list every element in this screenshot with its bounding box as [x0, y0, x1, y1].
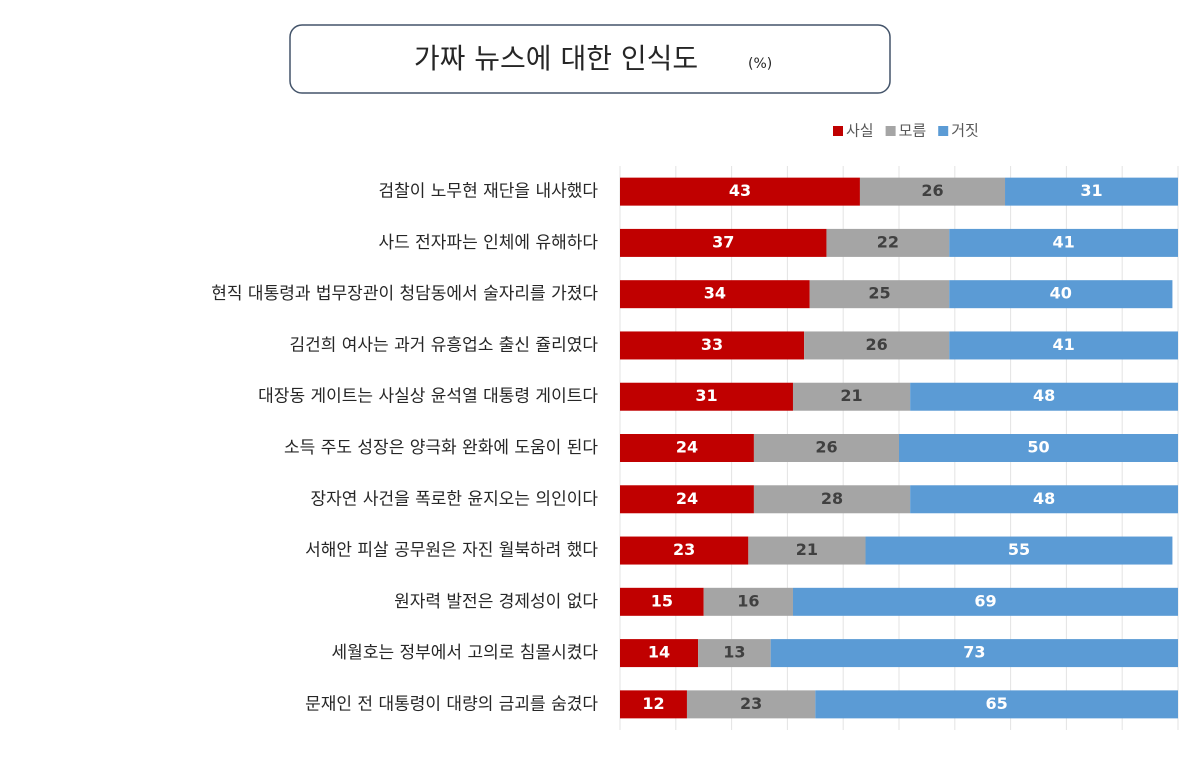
legend-swatch: [833, 126, 843, 136]
bar-segment: [804, 331, 950, 360]
data-label: 16: [737, 591, 759, 610]
category-label: 문재인 전 대통령이 대량의 금괴를 숨겼다: [305, 694, 598, 714]
data-label: 22: [877, 232, 899, 251]
title-box: [289, 24, 891, 94]
bar-segment: [770, 639, 1178, 668]
bar-segment: [949, 280, 1173, 309]
category-label: 김건희 여사는 과거 유흥업소 출신 쥴리였다: [289, 335, 598, 355]
bar-segment: [620, 177, 860, 206]
data-label: 48: [1033, 489, 1055, 508]
data-label: 14: [648, 643, 670, 662]
bar-segment: [949, 228, 1178, 257]
category-label: 원자력 발전은 경제성이 없다: [394, 592, 598, 612]
legend-swatch: [938, 126, 949, 136]
data-label: 25: [868, 284, 890, 303]
data-label: 21: [840, 386, 862, 405]
category-label: 장자연 사건을 폭로한 윤지오는 의인이다: [311, 489, 599, 509]
bar-segment: [899, 434, 1178, 462]
category-label: 소득 주도 성장은 양극화 완화에 도움이 된다: [284, 438, 598, 458]
category-label: 사드 전자파는 인체에 유해하다: [378, 233, 598, 253]
bar-segment: [910, 382, 1178, 411]
data-label: 41: [1052, 232, 1074, 251]
chart-title: 가짜 뉴스에 대한 인식도: [414, 42, 698, 75]
bar-segment: [620, 434, 754, 462]
data-label: 48: [1033, 386, 1055, 405]
legend-label: 거짓: [951, 122, 979, 140]
bar-segment: [809, 280, 950, 309]
data-label: 50: [1027, 438, 1049, 457]
bar-segment: [620, 690, 687, 719]
data-label: 13: [723, 643, 745, 662]
category-label: 대장동 게이트는 사실상 윤석열 대통령 게이트다: [258, 387, 598, 407]
data-label: 24: [676, 489, 698, 508]
bar-segment: [686, 690, 816, 719]
bar-segment: [792, 382, 911, 411]
data-label: 12: [642, 694, 664, 713]
data-label: 34: [704, 284, 726, 303]
bar-segment: [792, 587, 1178, 616]
data-label: 41: [1052, 335, 1074, 354]
data-label: 69: [974, 591, 996, 610]
bar-segment: [826, 228, 950, 257]
chart-subtitle: (%): [748, 56, 772, 72]
bar-segment: [698, 639, 771, 668]
bar-segment: [620, 228, 827, 257]
data-label: 40: [1050, 284, 1072, 303]
category-label: 현직 대통령과 법무장관이 청담동에서 술자리를 가졌다: [211, 284, 598, 304]
data-label: 26: [866, 335, 888, 354]
data-label: 31: [1080, 181, 1102, 200]
bar-segment: [620, 587, 704, 616]
bar-segment: [620, 280, 810, 309]
legend-label: 사실: [846, 122, 874, 140]
bar-segment: [620, 485, 754, 514]
bar-segment: [620, 639, 699, 668]
data-label: 43: [729, 181, 751, 200]
bar-segment: [748, 536, 866, 565]
legend-swatch: [885, 126, 896, 136]
bar-segment: [620, 536, 749, 565]
data-label: 21: [796, 540, 818, 559]
data-label: 37: [712, 232, 734, 251]
data-label: 31: [695, 386, 717, 405]
bar-segment: [1005, 177, 1178, 206]
category-label: 검찰이 노무현 재단을 내사했다: [378, 182, 598, 202]
data-label: 26: [921, 181, 943, 200]
legend-label: 모름: [899, 122, 927, 140]
data-label: 23: [673, 540, 695, 559]
data-label: 65: [986, 694, 1008, 713]
data-label: 33: [701, 335, 723, 354]
bar-segment: [949, 331, 1178, 360]
bar-segment: [753, 434, 899, 462]
bar-segment: [703, 587, 793, 616]
bar-segment: [859, 177, 1006, 206]
bar-segment: [620, 331, 805, 360]
bar-segment: [865, 536, 1173, 565]
data-label: 28: [821, 489, 843, 508]
category-label: 서해안 피살 공무원은 자진 월북하려 했다: [305, 541, 598, 561]
data-label: 24: [676, 438, 698, 457]
data-label: 23: [740, 694, 762, 713]
bar-segment: [620, 382, 793, 411]
bar-segment: [753, 485, 911, 514]
data-label: 26: [815, 438, 837, 457]
data-label: 55: [1008, 540, 1030, 559]
bar-segment: [815, 690, 1178, 719]
bar-segment: [910, 485, 1178, 514]
category-label: 세월호는 정부에서 고의로 침몰시켰다: [332, 643, 599, 663]
data-label: 15: [651, 591, 673, 610]
data-label: 73: [963, 643, 985, 662]
